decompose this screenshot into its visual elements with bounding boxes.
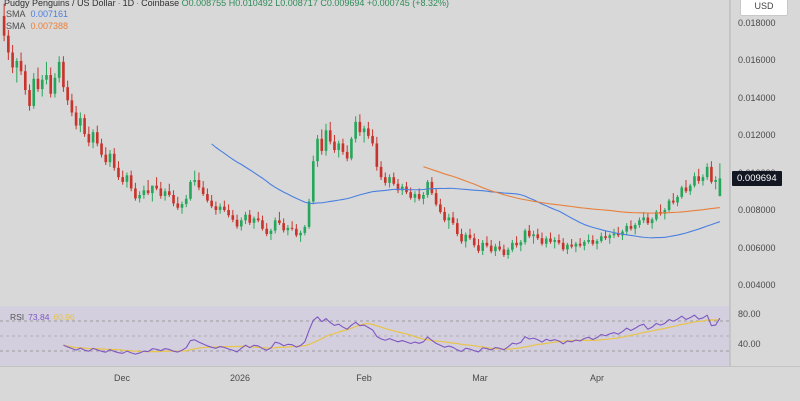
price-tick: 0.004000	[738, 280, 776, 290]
legend-sma-slow-value: 0.007388	[30, 21, 69, 31]
ohlc-values: O0.008755 H0.010492 L0.008717 C0.009694 …	[182, 0, 449, 8]
legend-rsi-value: 73.84	[28, 312, 50, 322]
open-value: 0.008755	[188, 0, 227, 8]
high-label: H	[228, 0, 236, 8]
current-price-badge: 0.009694	[732, 171, 782, 187]
close-value: 0.009694	[326, 0, 365, 8]
price-tick: 0.006000	[738, 242, 776, 253]
rsi-indicator-pane[interactable]	[0, 306, 730, 366]
change-percent: (+8.32%)	[412, 0, 449, 8]
legend-rsi[interactable]: RSI 73.84 60.96	[10, 312, 75, 322]
legend-sma-fast-value: 0.007161	[30, 9, 69, 19]
rsi-tick: 40.00	[738, 338, 761, 349]
change-value: +0.000745	[366, 0, 410, 8]
high-value: 0.010492	[235, 0, 273, 8]
legend-sma-slow-label: SMA	[6, 21, 26, 31]
legend-rsi-ma-value: 60.96	[53, 312, 75, 322]
currency-selector[interactable]: USD	[740, 0, 788, 16]
legend-rsi-label: RSI	[10, 312, 25, 322]
close-label: C	[320, 0, 327, 8]
time-tick: Apr	[589, 373, 605, 383]
chart-header: Pudgy Penguins / US Dollar · 1D · Coinbase O…	[4, 0, 449, 8]
price-tick: 0.012000	[738, 130, 776, 140]
low-label: L	[275, 0, 281, 8]
time-tick: 2026	[229, 373, 251, 383]
price-tick: 0.008000	[738, 205, 776, 215]
price-tick: 0.014000	[738, 92, 776, 103]
interval-label[interactable]: 1D	[122, 0, 135, 8]
open-label: O	[181, 0, 189, 8]
legend-sma-fast[interactable]: SMA 0.007161	[6, 9, 68, 19]
exchange-label[interactable]: Coinbase	[141, 0, 180, 8]
price-tick: 0.018000	[738, 17, 776, 28]
rsi-tick: 80.00	[738, 308, 761, 319]
price-scale[interactable]: USD 0.0180000.0160000.0140000.0120000.01…	[729, 0, 800, 366]
low-value: 0.008717	[280, 0, 318, 8]
rsi-svg	[0, 306, 730, 366]
candlestick-svg	[2, 3, 722, 259]
time-tick: Dec	[113, 373, 131, 383]
price-tick: 0.016000	[738, 55, 776, 65]
time-tick: Mar	[472, 373, 488, 383]
pane-divider	[730, 0, 731, 366]
symbol-title[interactable]: Pudgy Penguins / US Dollar	[4, 0, 116, 8]
time-scale[interactable]: Dec 2026 Feb Mar Apr	[0, 366, 800, 401]
legend-sma-fast-label: SMA	[6, 9, 26, 19]
price-chart-pane[interactable]	[0, 0, 730, 304]
time-tick: Feb	[356, 373, 372, 383]
legend-sma-slow[interactable]: SMA 0.007388	[6, 21, 68, 31]
